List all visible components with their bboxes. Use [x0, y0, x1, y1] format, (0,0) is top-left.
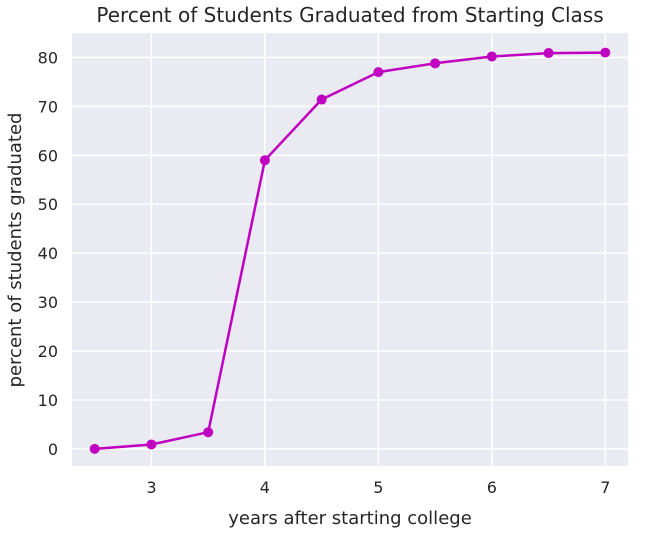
y-tick-label: 30 — [38, 293, 58, 312]
data-point — [543, 48, 554, 59]
chart-title: Percent of Students Graduated from Start… — [96, 3, 603, 27]
x-tick-label: 4 — [260, 478, 270, 497]
data-point — [89, 443, 100, 454]
x-tick-label: 5 — [373, 478, 383, 497]
x-tick-label: 7 — [600, 478, 610, 497]
x-tick-label: 3 — [146, 478, 156, 497]
y-tick-label: 0 — [48, 440, 58, 459]
series-line — [94, 51, 606, 451]
y-axis-ticks: 0 10 20 30 40 50 60 70 80 — [38, 48, 58, 458]
plot-area — [72, 33, 628, 466]
y-tick-label: 70 — [38, 97, 58, 116]
data-point — [486, 51, 497, 62]
x-axis-ticks: 3 4 5 6 7 — [146, 478, 610, 497]
y-axis-label: percent of students graduated — [5, 113, 26, 388]
y-tick-label: 40 — [38, 244, 58, 263]
x-tick-label: 6 — [487, 478, 497, 497]
x-axis-label: years after starting college — [228, 508, 472, 529]
y-tick-label: 60 — [38, 146, 58, 165]
gridlines — [72, 33, 628, 466]
data-point — [203, 427, 214, 438]
series-group — [89, 47, 611, 454]
y-tick-label: 20 — [38, 342, 58, 361]
data-point — [600, 47, 611, 58]
y-tick-label: 80 — [38, 48, 58, 67]
y-tick-label: 10 — [38, 391, 58, 410]
data-point — [373, 67, 384, 78]
data-point — [259, 155, 270, 166]
data-point — [146, 439, 157, 450]
data-point — [430, 58, 441, 69]
data-point — [316, 94, 327, 105]
y-tick-label: 50 — [38, 195, 58, 214]
